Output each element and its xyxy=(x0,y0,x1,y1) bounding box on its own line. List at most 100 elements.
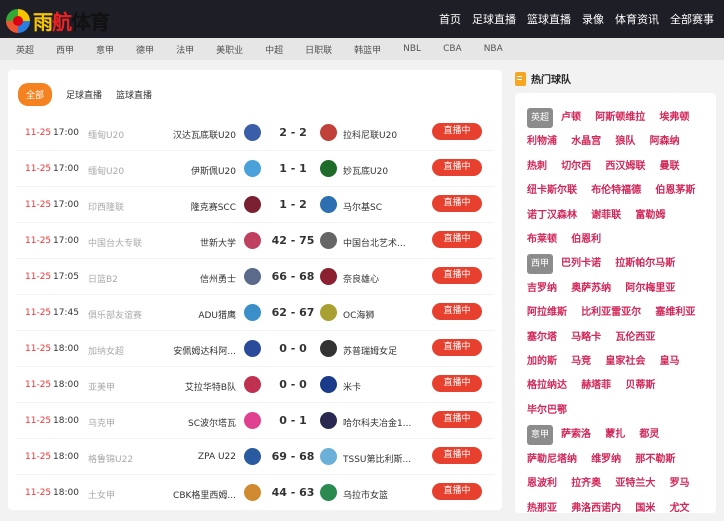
match-league[interactable]: 缅甸U20 xyxy=(88,131,125,141)
match-row[interactable]: 11-25 17:00 缅甸U20 伊斯佩U20 1 - 1 妙瓦底U20 直播中 xyxy=(16,151,494,187)
home-team[interactable]: 伊斯佩U20 xyxy=(190,167,236,177)
team-link[interactable]: 诺丁汉森林 xyxy=(527,209,577,221)
team-link[interactable]: 吉罗纳 xyxy=(527,282,557,294)
away-team[interactable]: 妙瓦底U20 xyxy=(343,167,389,177)
home-team[interactable]: 汉达瓦底联U20 xyxy=(172,131,236,141)
match-league[interactable]: 加纳女超 xyxy=(88,347,125,357)
match-row[interactable]: 11-25 17:45 俱乐部友谊赛 ADU猎鹰 62 - 67 OC海狮 直播中 xyxy=(16,295,494,331)
team-link[interactable]: 马竞 xyxy=(571,356,592,368)
match-league[interactable]: 缅甸U20 xyxy=(88,167,125,177)
live-button[interactable]: 直播中 xyxy=(432,123,482,140)
live-button[interactable]: 直播中 xyxy=(432,303,482,320)
site-logo[interactable]: 雨航体育 xyxy=(6,6,110,35)
league-badge[interactable]: 英超 xyxy=(527,108,554,128)
team-link[interactable]: 贝蒂斯 xyxy=(625,380,656,392)
league-nav-item[interactable]: CBA xyxy=(443,44,462,54)
team-link[interactable]: 巴列卡诺 xyxy=(561,258,602,270)
team-link[interactable]: 蒙扎 xyxy=(605,429,626,441)
team-link[interactable]: 利物浦 xyxy=(527,136,557,148)
tab-2[interactable]: 篮球直播 xyxy=(116,91,153,101)
team-link[interactable]: 赫塔菲 xyxy=(581,380,612,392)
match-row[interactable]: 11-25 18:00 土女甲 CBK格里西姆... 44 - 63 乌拉市女篮 直播中 xyxy=(16,475,494,511)
team-link[interactable]: 伯恩茅斯 xyxy=(655,185,696,197)
match-row[interactable]: 11-25 18:00 加纳女超 安佩姆达科阿... 0 - 0 苏普瑞姆女足 直播中 xyxy=(16,331,494,367)
away-team[interactable]: 乌拉市女篮 xyxy=(343,491,389,501)
team-link[interactable]: 布伦特福德 xyxy=(591,185,642,197)
team-link[interactable]: 皇马 xyxy=(659,356,680,368)
match-row[interactable]: 11-25 18:00 乌克甲 SC波尔塔瓦 0 - 1 哈尔科夫冶金1... 直播中 xyxy=(16,403,494,439)
team-link[interactable]: 阿森纳 xyxy=(649,136,680,148)
league-nav-item[interactable]: 法甲 xyxy=(176,45,195,56)
team-link[interactable]: 毕尔巴鄂 xyxy=(527,404,567,416)
team-link[interactable]: 阿尔梅里亚 xyxy=(625,282,676,294)
team-link[interactable]: 布莱顿 xyxy=(527,234,557,246)
league-nav-item[interactable]: NBA xyxy=(483,44,503,54)
home-team[interactable]: CBK格里西姆... xyxy=(173,491,236,501)
match-league[interactable]: 日篮B2 xyxy=(88,275,118,285)
top-nav-item[interactable]: 全部赛事 xyxy=(670,13,714,26)
live-button[interactable]: 直播中 xyxy=(432,483,482,500)
match-league[interactable]: 格鲁锦U22 xyxy=(88,455,134,465)
team-link[interactable]: 皇家社会 xyxy=(605,356,646,368)
away-team[interactable]: 奈良雄心 xyxy=(343,275,380,285)
team-link[interactable]: 谢菲联 xyxy=(591,209,622,221)
team-link[interactable]: 塞维利亚 xyxy=(655,307,696,319)
top-nav-item[interactable]: 首页 xyxy=(439,13,461,26)
team-link[interactable]: 拉斯帕尔马斯 xyxy=(615,258,676,270)
tab-0[interactable]: 全部 xyxy=(18,83,53,106)
team-link[interactable]: 弗洛西诺内 xyxy=(571,502,622,514)
away-team[interactable]: 马尔基SC xyxy=(343,203,382,213)
match-league[interactable]: 中国台大专联 xyxy=(88,239,143,249)
team-link[interactable]: 尤文 xyxy=(669,502,690,514)
match-league[interactable]: 土女甲 xyxy=(88,491,116,501)
top-nav-item[interactable]: 足球直播 xyxy=(472,13,516,26)
team-link[interactable]: 恩波利 xyxy=(527,478,557,490)
match-league[interactable]: 俱乐部友谊赛 xyxy=(88,311,143,321)
team-link[interactable]: 伯恩利 xyxy=(571,234,602,246)
match-league[interactable]: 印西隆联 xyxy=(88,203,125,213)
away-team[interactable]: 拉科尼联U20 xyxy=(343,131,398,141)
team-link[interactable]: 热那亚 xyxy=(527,502,557,514)
team-link[interactable]: 水晶宫 xyxy=(571,136,602,148)
team-link[interactable]: 萨索洛 xyxy=(561,429,592,441)
match-league[interactable]: 乌克甲 xyxy=(88,419,116,429)
away-team[interactable]: 中国台北艺术... xyxy=(343,239,406,249)
top-nav-item[interactable]: 录像 xyxy=(582,13,604,26)
top-nav-item[interactable]: 体育资讯 xyxy=(615,13,659,26)
league-badge[interactable]: 西甲 xyxy=(527,254,554,275)
team-link[interactable]: 卢顿 xyxy=(561,112,582,123)
team-link[interactable]: 亚特兰大 xyxy=(615,478,656,490)
match-row[interactable]: 11-25 17:00 印西隆联 隆克赛SCC 1 - 2 马尔基SC 直播中 xyxy=(16,187,494,223)
team-link[interactable]: 奥萨苏纳 xyxy=(571,282,612,294)
home-team[interactable]: ADU猎鹰 xyxy=(198,311,236,321)
team-link[interactable]: 维罗纳 xyxy=(591,453,622,465)
live-button[interactable]: 直播中 xyxy=(432,411,482,428)
team-link[interactable]: 曼联 xyxy=(659,160,680,172)
team-link[interactable]: 富勒姆 xyxy=(635,209,666,221)
home-team[interactable]: 艾拉华特B队 xyxy=(184,383,236,393)
home-team[interactable]: 隆克赛SCC xyxy=(190,203,236,213)
away-team[interactable]: TSSU第比利斯... xyxy=(343,455,412,465)
top-nav-item[interactable]: 篮球直播 xyxy=(527,13,571,26)
league-badge[interactable]: 意甲 xyxy=(527,425,554,446)
league-nav-item[interactable]: 美职业 xyxy=(216,45,244,56)
team-link[interactable]: 格拉纳达 xyxy=(527,380,567,392)
league-nav-item[interactable]: 英超 xyxy=(16,45,35,56)
live-button[interactable]: 直播中 xyxy=(432,339,482,356)
team-link[interactable]: 切尔西 xyxy=(561,160,592,172)
team-link[interactable]: 狼队 xyxy=(615,136,636,148)
team-link[interactable]: 塞尔塔 xyxy=(527,331,557,343)
home-team[interactable]: 信州勇士 xyxy=(199,275,236,285)
live-button[interactable]: 直播中 xyxy=(432,159,482,176)
league-nav-item[interactable]: NBL xyxy=(403,44,422,54)
match-row[interactable]: 11-25 17:00 缅甸U20 汉达瓦底联U20 2 - 2 拉科尼联U20 直播中 xyxy=(16,115,494,151)
team-link[interactable]: 都灵 xyxy=(639,429,660,441)
team-link[interactable]: 马略卡 xyxy=(571,331,602,343)
team-link[interactable]: 萨勒尼塔纳 xyxy=(527,453,577,465)
team-link[interactable]: 瓦伦西亚 xyxy=(615,331,656,343)
team-link[interactable]: 阿斯顿维拉 xyxy=(595,112,646,123)
home-team[interactable]: 安佩姆达科阿... xyxy=(173,347,236,357)
match-row[interactable]: 11-25 17:00 中国台大专联 世新大学 42 - 75 中国台北艺术... 直播中 xyxy=(16,223,494,259)
home-team[interactable]: 世新大学 xyxy=(199,239,236,249)
league-nav-item[interactable]: 西甲 xyxy=(56,45,75,56)
